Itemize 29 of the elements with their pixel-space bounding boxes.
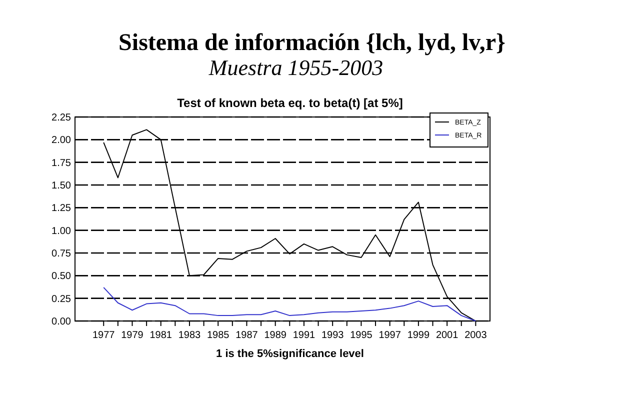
x-axis-title: 1 is the 5%significance level: [216, 348, 364, 360]
chart-title: Sistema de información {lch, lyd, lv,r}: [118, 30, 506, 56]
x-tick-label: 2001: [436, 330, 459, 341]
chart-subtitle: Muestra 1955-2003: [208, 55, 384, 80]
x-tick-label: 1989: [264, 330, 287, 341]
x-tick-label: 1985: [206, 330, 230, 341]
x-tick-label: 1991: [292, 330, 316, 341]
y-tick-label: 0.75: [52, 248, 72, 260]
x-tick-label: 1977: [92, 330, 116, 341]
x-tick-label: 1981: [150, 330, 172, 341]
line-series: [103, 286, 476, 322]
x-tick-label: 1993: [321, 330, 344, 341]
y-tick-label: 1.00: [52, 226, 72, 237]
y-tick-label: 2.25: [52, 112, 72, 124]
text: Test of known beta eq. to beta(t) [at 5%]: [177, 96, 403, 110]
x-tick-label: 1987: [236, 330, 258, 341]
x-tick-label: 2003: [464, 330, 488, 341]
x-tick-label: 1979: [121, 330, 144, 341]
y-tick-label: 1.25: [52, 203, 72, 214]
x-tick-label: 1983: [178, 330, 202, 341]
y-tick-label: 0.00: [52, 316, 72, 328]
y-tick-label: 0.25: [52, 294, 72, 305]
x-tick-label: 1995: [350, 330, 373, 341]
y-tick-label: 1.50: [52, 180, 72, 192]
x-tick-label: 1999: [407, 330, 430, 341]
y-tick-label: 0.50: [52, 271, 72, 282]
x-tick-label: 1997: [378, 330, 402, 341]
y-tick-label: 2.00: [52, 135, 72, 146]
y-tick-label: 1.75: [52, 158, 72, 169]
